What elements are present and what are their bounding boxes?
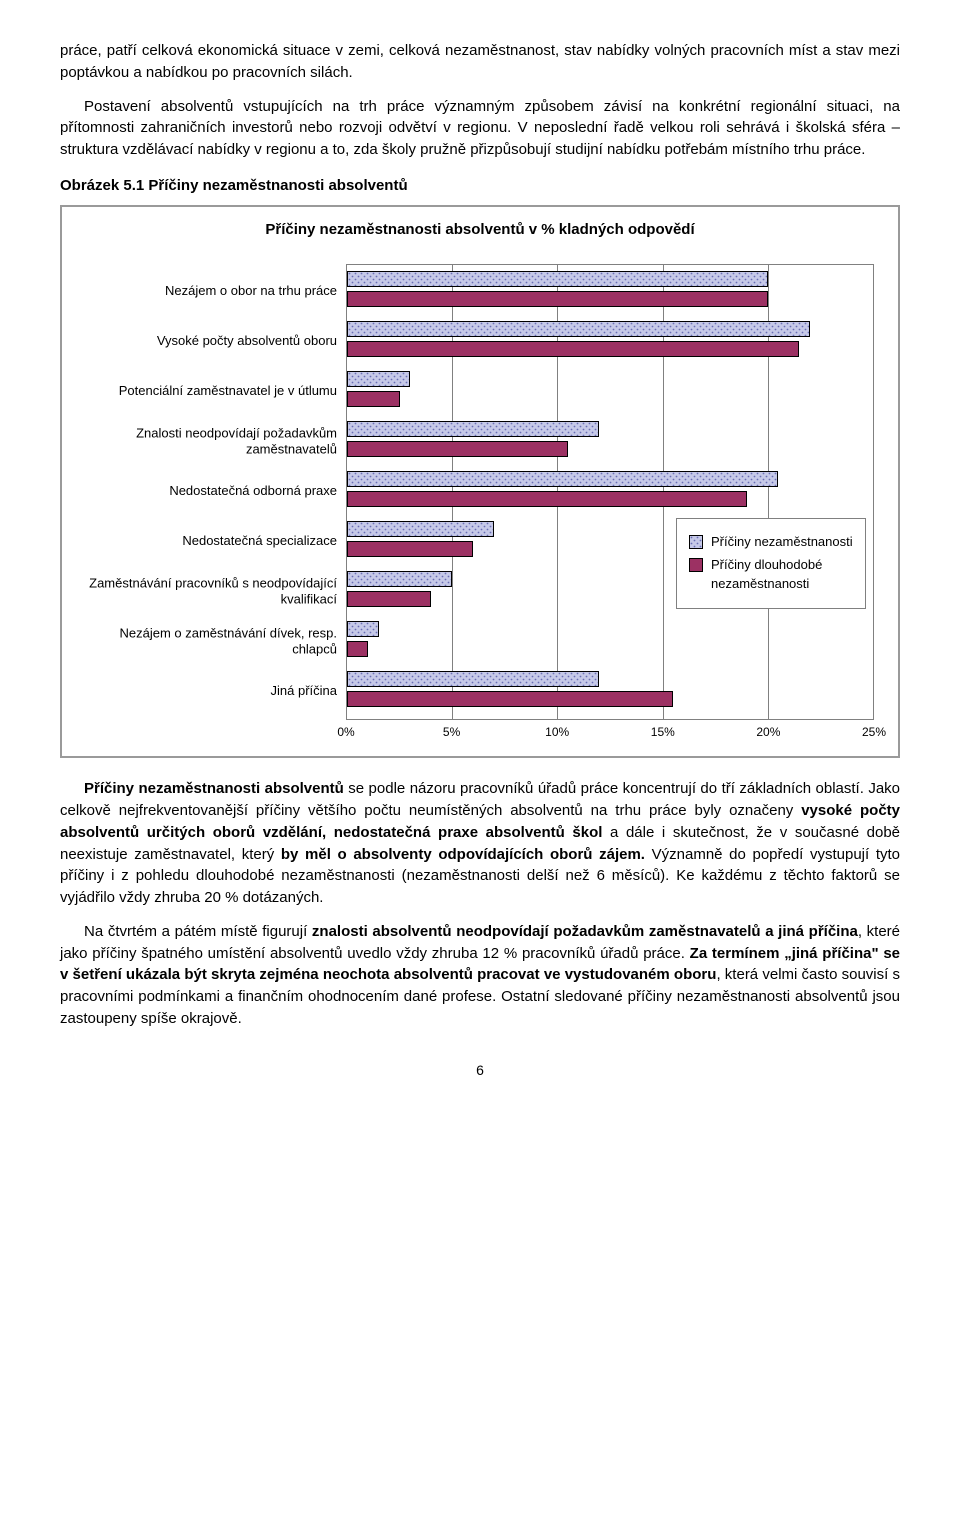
axis-tick-label: 25% — [862, 724, 886, 741]
chart-body: Nezájem o obor na trhu práce Vysoké počty… — [76, 264, 884, 742]
bar — [347, 321, 810, 337]
paragraph-analysis-2: Na čtvrtém a pátém místě figurují znalos… — [60, 921, 900, 1030]
category-label: Zaměstnávání pracovníků s neodpovídající… — [87, 576, 347, 607]
category-label: Potenciální zaměstnavatel je v útlumu — [87, 383, 347, 399]
bar — [347, 421, 599, 437]
bar — [347, 371, 410, 387]
chart-container: Příčiny nezaměstnanosti absolventů v % k… — [60, 205, 900, 759]
chart-row: Nezájem o zaměstnávání dívek, resp. chla… — [347, 619, 873, 663]
bar — [347, 391, 400, 407]
axis-tick-label: 15% — [651, 724, 675, 741]
axis-tick-label: 0% — [337, 724, 354, 741]
chart-row: Nedostatečná odborná praxe — [347, 469, 873, 513]
legend-swatch — [689, 558, 703, 572]
page-number: 6 — [60, 1060, 900, 1080]
chart-title: Příčiny nezaměstnanosti absolventů v % k… — [76, 219, 884, 241]
chart-row: Jiná příčina — [347, 669, 873, 713]
chart-plot-area: Nezájem o obor na trhu práce Vysoké počty… — [346, 264, 874, 720]
paragraph-analysis-1: Příčiny nezaměstnanosti absolventů se po… — [60, 778, 900, 909]
bar — [347, 641, 368, 657]
chart-row: Znalosti neodpovídají požadavkům zaměstn… — [347, 419, 873, 463]
category-label: Nezájem o zaměstnávání dívek, resp. chla… — [87, 626, 347, 657]
chart-row: Nezájem o obor na trhu práce — [347, 269, 873, 313]
bar — [347, 441, 568, 457]
bar — [347, 691, 673, 707]
category-label: Nedostatečná specializace — [87, 533, 347, 549]
chart-caption: Obrázek 5.1 Příčiny nezaměstnanosti abso… — [60, 175, 900, 197]
chart-legend: Příčiny nezaměstnanosti Příčiny dlouhodob… — [676, 518, 866, 609]
chart-row: Potenciální zaměstnavatel je v útlumu — [347, 369, 873, 413]
axis-tick-label: 20% — [756, 724, 780, 741]
category-label: Vysoké počty absolventů oboru — [87, 333, 347, 349]
legend-item: Příčiny dlouhodobé nezaměstnanosti — [689, 556, 853, 594]
paragraph-intro-1: práce, patří celková ekonomická situace … — [60, 40, 900, 84]
bar — [347, 291, 768, 307]
axis-tick-label: 10% — [545, 724, 569, 741]
chart-x-axis: 0%5%10%15%20%25% — [346, 720, 874, 742]
bar — [347, 541, 473, 557]
legend-swatch — [689, 535, 703, 549]
bar — [347, 521, 494, 537]
bar — [347, 491, 747, 507]
legend-label: Příčiny nezaměstnanosti — [711, 533, 853, 552]
bar — [347, 591, 431, 607]
axis-tick-label: 5% — [443, 724, 460, 741]
category-label: Znalosti neodpovídají požadavkům zaměstn… — [87, 426, 347, 457]
category-label: Nezájem o obor na trhu práce — [87, 283, 347, 299]
bar — [347, 671, 599, 687]
bar — [347, 471, 778, 487]
legend-label: Příčiny dlouhodobé nezaměstnanosti — [711, 556, 853, 594]
bar — [347, 621, 379, 637]
legend-item: Příčiny nezaměstnanosti — [689, 533, 853, 552]
bar — [347, 571, 452, 587]
category-label: Nedostatečná odborná praxe — [87, 483, 347, 499]
bar — [347, 341, 799, 357]
bar — [347, 271, 768, 287]
category-label: Jiná příčina — [87, 683, 347, 699]
chart-row: Vysoké počty absolventů oboru — [347, 319, 873, 363]
paragraph-intro-2: Postavení absolventů vstupujících na trh… — [60, 96, 900, 161]
